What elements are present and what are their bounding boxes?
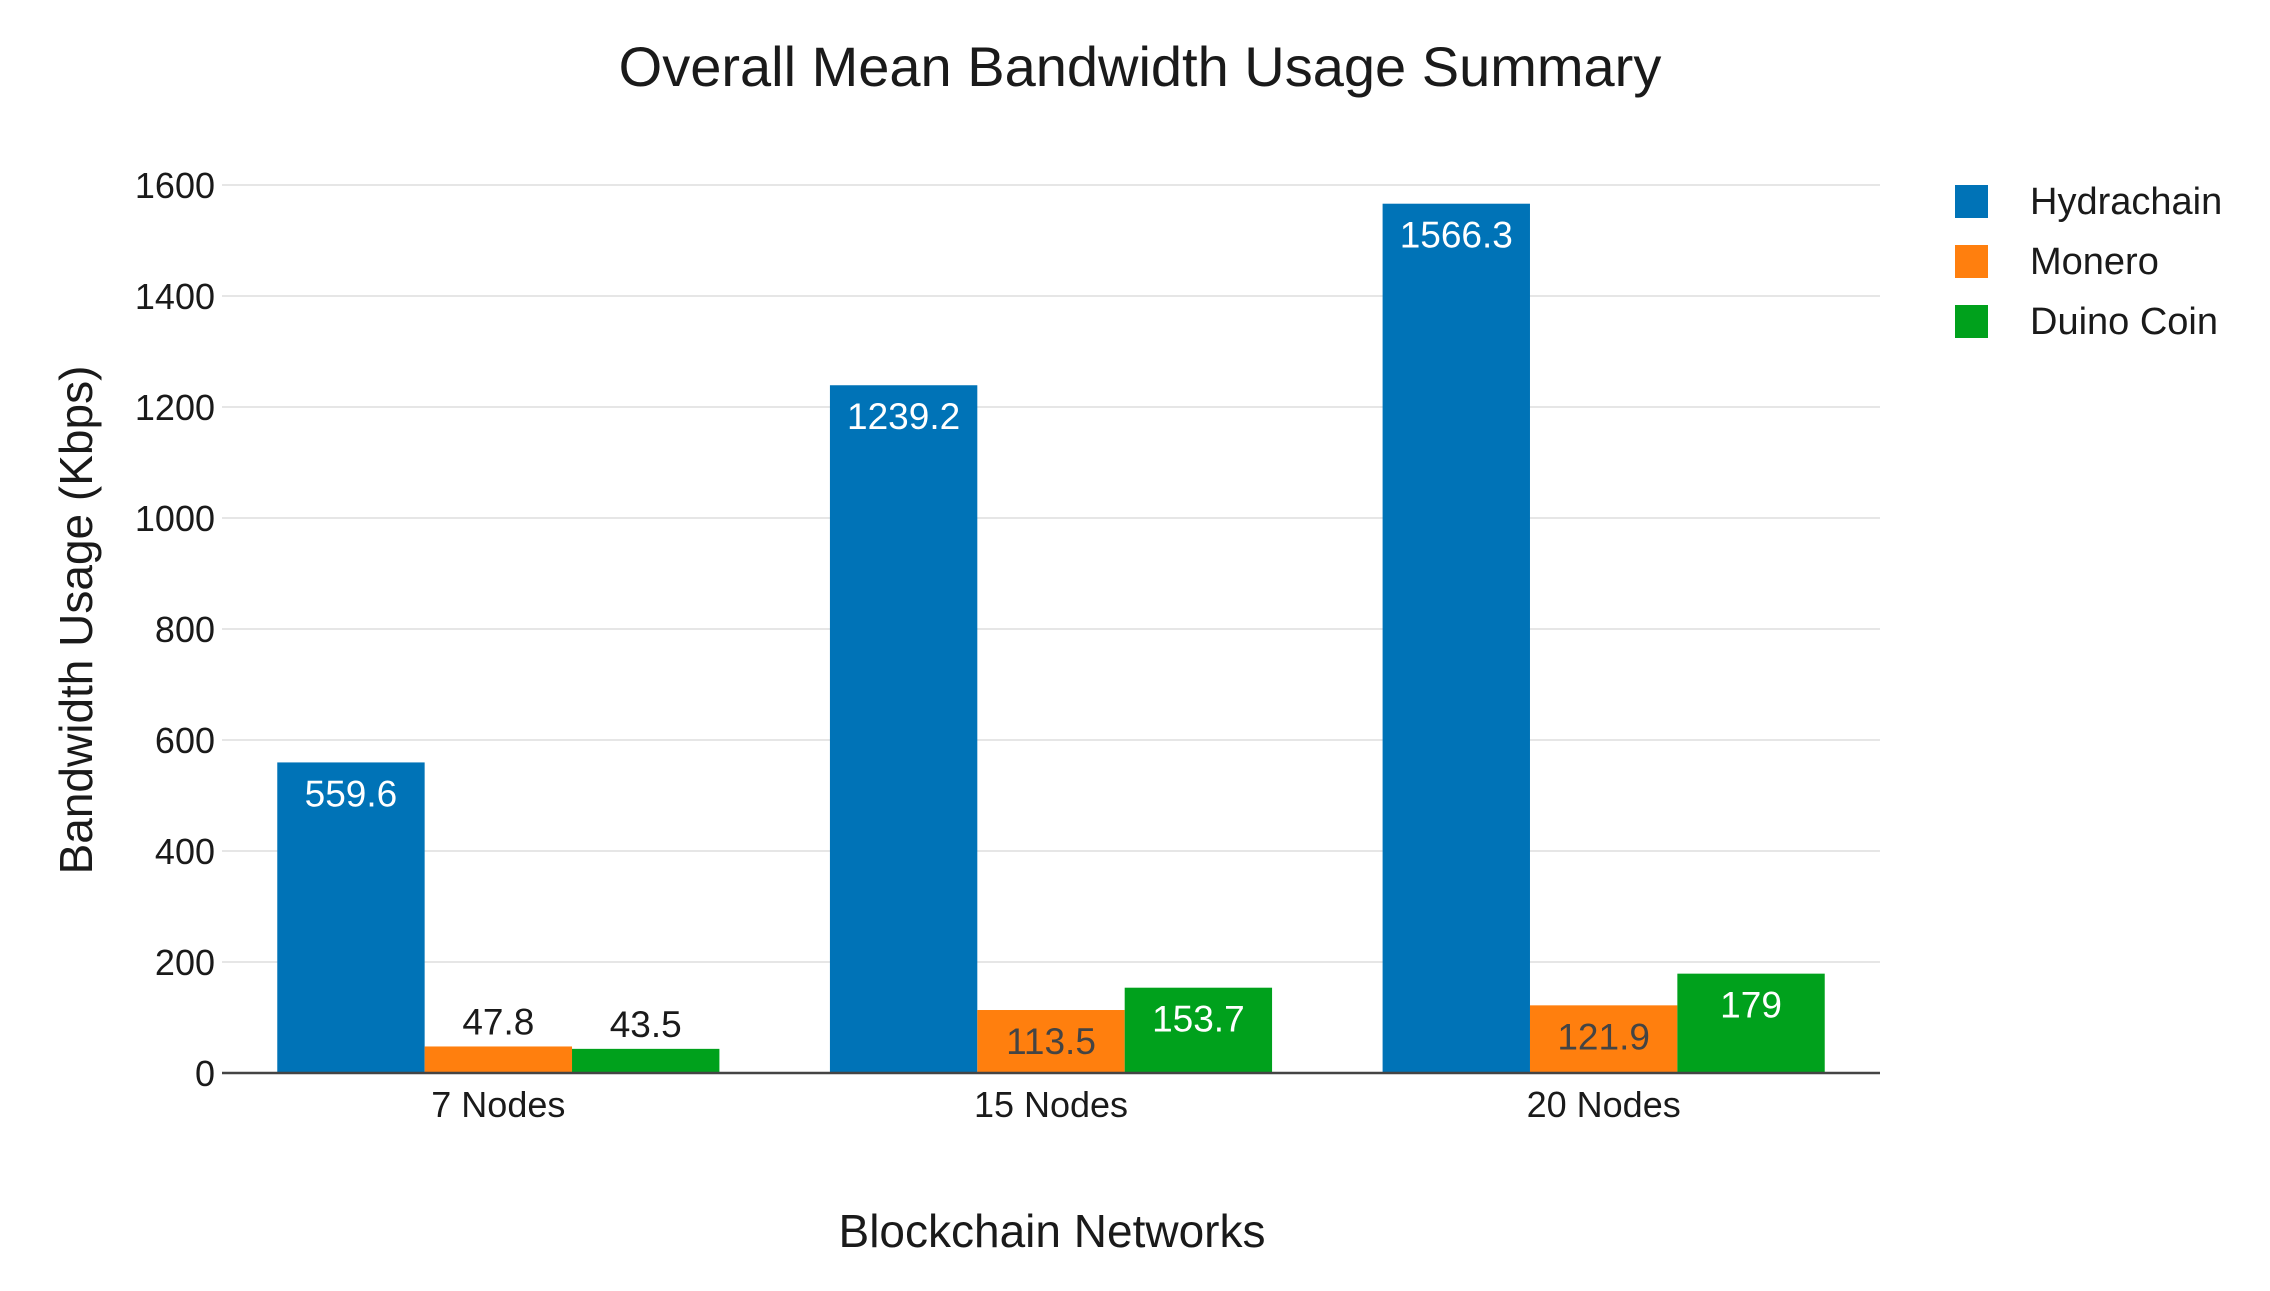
x-tick-label: 7 Nodes xyxy=(431,1084,565,1125)
data-labels: 559.6 47.8 43.5 1239.2 113.5 153.7 1566.3 121.9… xyxy=(305,215,1782,1062)
x-axis-title: Blockchain Networks xyxy=(839,1205,1266,1257)
bar-hydrachain xyxy=(829,385,978,1073)
x-axis-ticks: 7 Nodes 15 Nodes 20 Nodes xyxy=(431,1084,1680,1125)
bar-value-label: 121.9 xyxy=(1557,1016,1650,1057)
bar-value-label: 47.8 xyxy=(462,1001,534,1042)
y-tick-label: 800 xyxy=(155,609,215,650)
legend-label: Duino Coin xyxy=(2030,301,2218,343)
legend-label: Hydrachain xyxy=(2030,181,2222,223)
x-tick-label: 15 Nodes xyxy=(974,1084,1128,1125)
bar-value-label: 1239.2 xyxy=(847,396,960,437)
bar-monero xyxy=(1529,1005,1678,1073)
legend-swatch xyxy=(1955,245,1988,278)
bar-monero xyxy=(977,1010,1125,1073)
y-tick-label: 600 xyxy=(155,720,215,761)
y-tick-label: 200 xyxy=(155,942,215,983)
y-tick-label: 1000 xyxy=(135,498,215,539)
bar-monero xyxy=(424,1046,573,1073)
bar-value-label: 153.7 xyxy=(1152,999,1245,1040)
bar-hydrachain xyxy=(1382,203,1530,1074)
bar-value-label: 1566.3 xyxy=(1400,215,1513,256)
bar-duino-coin xyxy=(1124,987,1273,1073)
y-tick-label: 1600 xyxy=(135,165,215,206)
bar-value-label: 559.6 xyxy=(305,773,398,814)
gridlines xyxy=(222,184,1880,963)
bar-duino-coin xyxy=(572,1048,720,1073)
legend: Hydrachain Monero Duino Coin xyxy=(1955,181,2222,343)
legend-swatch xyxy=(1955,305,1988,338)
bar-value-label: 43.5 xyxy=(610,1004,682,1045)
y-tick-label: 0 xyxy=(195,1053,215,1094)
bar-value-label: 179 xyxy=(1720,985,1782,1026)
bar-hydrachain xyxy=(277,762,425,1073)
y-tick-label: 1400 xyxy=(135,276,215,317)
legend-swatch xyxy=(1955,185,1988,218)
bar-duino-coin xyxy=(1677,973,1825,1073)
y-axis-ticks: 0 200 400 600 800 1000 1200 1400 1600 xyxy=(135,165,215,1094)
legend-label: Monero xyxy=(2030,241,2159,283)
y-tick-label: 400 xyxy=(155,831,215,872)
y-tick-label: 1200 xyxy=(135,387,215,428)
bar-value-label: 113.5 xyxy=(1006,1021,1096,1062)
chart-title: Overall Mean Bandwidth Usage Summary xyxy=(619,35,1662,98)
x-tick-label: 20 Nodes xyxy=(1527,1084,1681,1125)
bars xyxy=(277,203,1825,1074)
y-axis-title: Bandwidth Usage (Kbps) xyxy=(50,366,102,875)
